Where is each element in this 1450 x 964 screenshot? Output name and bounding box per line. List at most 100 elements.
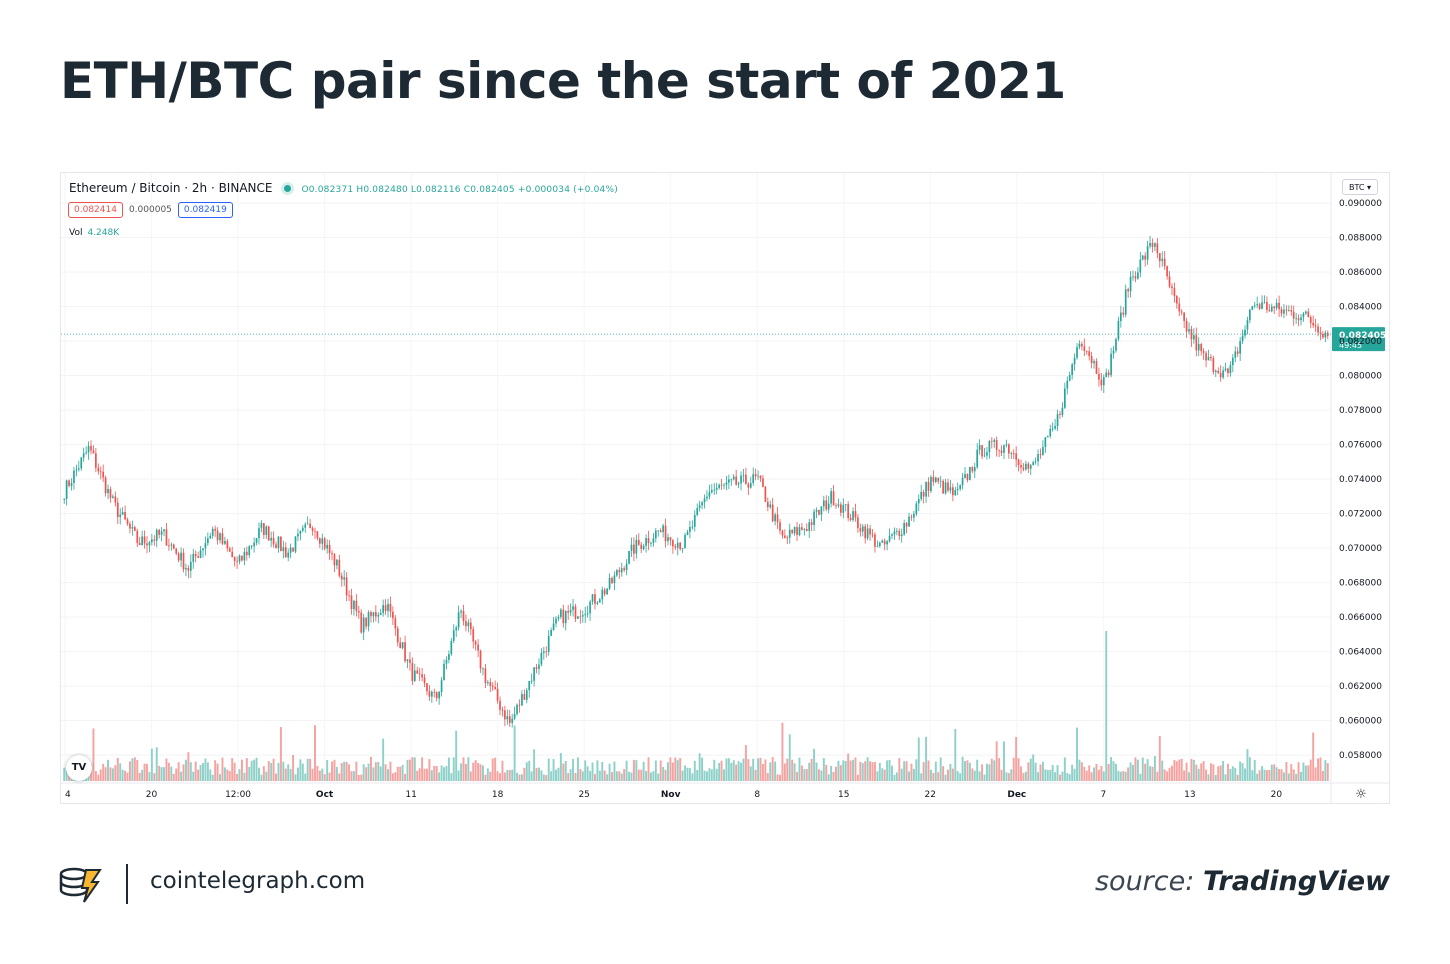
- volume-bar: [464, 764, 467, 781]
- volume-bar: [849, 760, 852, 781]
- candle-body: [508, 716, 511, 723]
- candle-body: [732, 476, 735, 480]
- candle-body: [1015, 453, 1018, 460]
- volume-bar: [664, 769, 667, 781]
- candle-body: [1095, 361, 1098, 374]
- volume-bar: [793, 763, 796, 781]
- volume-bar: [1151, 766, 1154, 781]
- volume-bar: [250, 760, 253, 781]
- volume-bar: [433, 765, 436, 781]
- candle-body: [340, 575, 343, 580]
- volume-bar: [871, 762, 874, 781]
- candle-body: [1032, 462, 1035, 466]
- current-price-badge: [1332, 327, 1385, 352]
- candle-body: [591, 594, 594, 602]
- ask-price-button[interactable]: 0.082419: [177, 202, 233, 218]
- volume-bar: [496, 771, 499, 781]
- candle-body: [1029, 465, 1032, 469]
- candle-body: [657, 530, 660, 532]
- volume-bar: [1241, 763, 1244, 781]
- volume-bar: [635, 760, 638, 781]
- volume-bar: [265, 771, 268, 781]
- candle-body: [1022, 467, 1025, 470]
- volume-bar: [932, 773, 935, 781]
- chart-panel[interactable]: 0.082405 49:45 0.090000 0.088000 0.086000 0.…: [60, 172, 1390, 804]
- currency-dropdown[interactable]: BTC ▾: [1342, 179, 1378, 195]
- volume-bar: [331, 761, 333, 781]
- volume-bar: [116, 757, 119, 781]
- volume-bar: [1102, 771, 1105, 781]
- candle-body: [528, 680, 531, 691]
- candle-body: [930, 476, 932, 492]
- candle-body: [847, 504, 850, 519]
- volume-bar: [1085, 770, 1088, 781]
- candle-body: [735, 476, 738, 485]
- candle-body: [382, 605, 385, 613]
- volume-bar: [355, 761, 358, 781]
- volume-bar: [357, 774, 360, 781]
- candle-body: [116, 502, 119, 517]
- candle-body: [102, 471, 105, 478]
- volume-bar: [148, 772, 151, 781]
- candle-body: [1124, 289, 1127, 315]
- volume-bar: [569, 769, 572, 781]
- volume-bar: [830, 765, 833, 781]
- candle-body: [1163, 258, 1166, 267]
- candle-body: [1270, 306, 1273, 312]
- candle-body: [314, 530, 316, 532]
- candle-body: [730, 479, 733, 481]
- candle-body: [1283, 309, 1285, 314]
- symbol-legend[interactable]: Ethereum / Bitcoin · 2h · BINANCE O0.0823…: [69, 181, 618, 195]
- price-axis[interactable]: 0.090000 0.088000 0.086000 0.084000 0.082000…: [1339, 199, 1382, 761]
- candle-body: [635, 539, 638, 554]
- volume-bar: [895, 772, 898, 781]
- volume-bar: [133, 757, 136, 781]
- candle-body: [1287, 310, 1290, 311]
- volume-bar: [1073, 768, 1076, 781]
- volume-bar: [1112, 761, 1115, 781]
- volume-bar: [216, 763, 219, 781]
- volume-bar: [917, 737, 920, 781]
- volume-bar: [606, 774, 609, 781]
- candle-body: [710, 490, 713, 493]
- candle-body: [311, 528, 314, 531]
- volume-bar: [413, 757, 416, 781]
- tradingview-logo-icon[interactable]: TV: [66, 755, 92, 781]
- volume-bar: [817, 769, 820, 781]
- candle-body: [693, 515, 696, 527]
- time-axis[interactable]: 4 20 12:00 Oct 11 18 25 Nov 8 15 22 Dec 7 13 20 ☼: [65, 787, 1367, 802]
- candle-body: [65, 480, 68, 499]
- volume-bar: [318, 770, 321, 781]
- candle-body: [331, 553, 333, 555]
- x-tick-label: 4: [65, 790, 71, 800]
- volume-bar: [564, 761, 567, 781]
- volume-bar: [937, 772, 940, 781]
- candle-body: [272, 537, 275, 545]
- candle-body: [1025, 463, 1027, 470]
- volume-bar: [983, 774, 986, 781]
- volume-bar: [891, 765, 893, 781]
- volume-bar: [1083, 766, 1086, 781]
- candle-body: [1144, 255, 1147, 260]
- candle-body: [328, 544, 331, 554]
- candle-body: [820, 506, 823, 515]
- volume-bar: [143, 763, 146, 781]
- volume-bar: [990, 758, 993, 781]
- symbol-title[interactable]: Ethereum / Bitcoin · 2h · BINANCE: [69, 181, 273, 195]
- candle-body: [518, 704, 521, 706]
- candle-body: [674, 546, 677, 548]
- volume-bar: [503, 772, 506, 781]
- volume-bar: [141, 769, 144, 781]
- candle-body: [1273, 306, 1276, 309]
- candle-body: [625, 563, 628, 571]
- candle-body: [545, 651, 548, 653]
- volume-legend[interactable]: Vol 4.248K: [69, 228, 119, 238]
- candle-body: [353, 600, 355, 610]
- candle-body: [418, 673, 421, 675]
- volume-bar: [511, 769, 514, 781]
- site-name[interactable]: cointelegraph.com: [150, 868, 366, 894]
- bid-price-button[interactable]: 0.082414: [68, 202, 123, 218]
- volume-bar: [457, 770, 460, 781]
- settings-gear-icon[interactable]: ☼: [1355, 787, 1367, 802]
